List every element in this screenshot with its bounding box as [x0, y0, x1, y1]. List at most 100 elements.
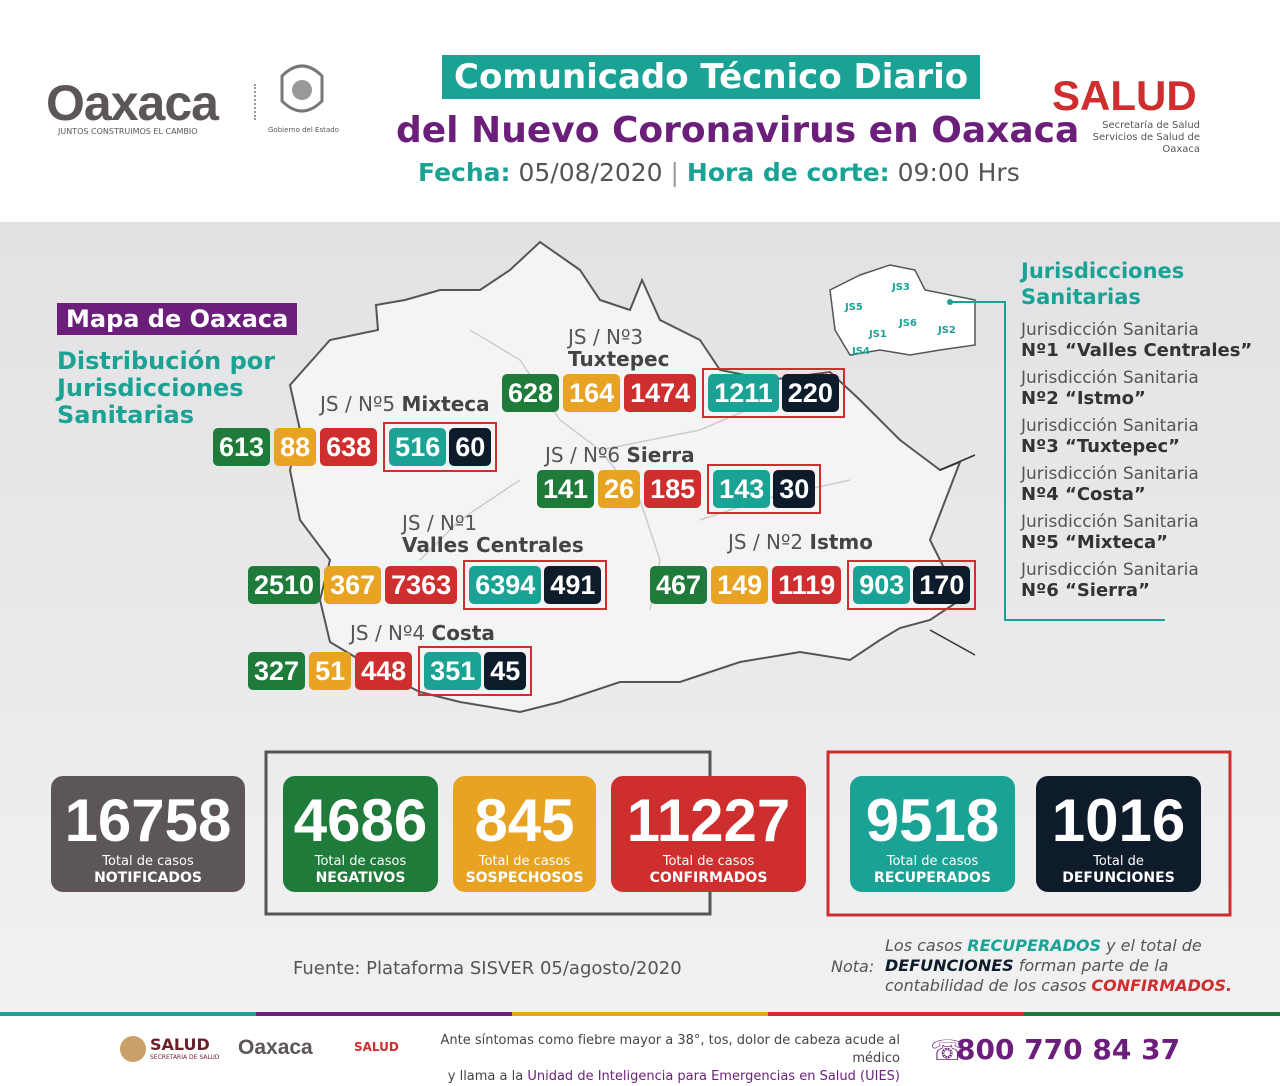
legend-item: Jurisdicción Sanitaria Nº2 “Istmo”: [1021, 368, 1252, 410]
jurisdiction-code: JS / Nº2: [728, 530, 804, 554]
outcome-box: 6394 491: [463, 560, 608, 610]
total-line1: Total de casos: [886, 854, 979, 869]
total-line2: CONFIRMADOS: [649, 870, 768, 886]
legend-line2: Nº3 “Tuxtepec”: [1021, 436, 1180, 457]
jurisdiction-code: JS / Nº6: [545, 443, 621, 467]
legend-line2: Nº1 “Valles Centrales”: [1021, 340, 1253, 361]
note-line: contabilidad de los casos CONFIRMADOS.: [885, 976, 1232, 996]
case-count: 467: [650, 566, 708, 604]
salud-sub1: Secretaría de Salud: [1102, 120, 1200, 131]
footer-stripe: [0, 1012, 1280, 1016]
note-emphasis: RECUPERADOS: [967, 936, 1102, 955]
jurisdiction-row: 613 88 638 516 60: [213, 422, 498, 472]
case-count: 51: [309, 652, 352, 690]
hora-label: Hora de corte:: [686, 158, 890, 187]
case-count: 1211: [708, 374, 779, 412]
case-count: 327: [248, 652, 306, 690]
fecha-label: Fecha:: [418, 158, 511, 187]
jurisdiction-label: JS / Nº3 Tuxtepec: [568, 326, 669, 370]
legend-item: Jurisdicción Sanitaria Nº4 “Costa”: [1021, 464, 1252, 506]
total-line2: SOSPECHOSOS: [465, 870, 584, 886]
jurisdiction-row: 327 51 448 351 45: [248, 646, 533, 696]
total-line1: Total de casos: [662, 854, 755, 869]
case-count: 45: [484, 652, 527, 690]
jurisdiction-name: Valles Centrales: [402, 533, 584, 557]
total-value: 16758: [64, 787, 232, 854]
jurisdiction-row: 141 26 185 143 30: [537, 464, 822, 514]
note-emphasis: DEFUNCIONES: [885, 956, 1014, 975]
date-line: Fecha: 05/08/2020 | Hora de corte: 09:00…: [418, 158, 1020, 187]
note: Los casos RECUPERADOS y el total de DEFUN…: [885, 936, 1232, 996]
outcome-box: 351 45: [418, 646, 533, 696]
fecha: 05/08/2020: [518, 158, 663, 187]
footer-uies: Unidad de Inteligencia para Emergencias …: [527, 1069, 900, 1084]
total-line1: Total de: [1093, 854, 1144, 869]
hora: 09:00 Hrs: [897, 158, 1020, 187]
total-card: 11227 Total de casos CONFIRMADOS: [611, 776, 806, 892]
total-card: 4686 Total de casos NEGATIVOS: [283, 776, 438, 892]
total-line2: RECUPERADOS: [873, 870, 992, 886]
case-count: 26: [598, 470, 641, 508]
legend-line2: Nº6 “Sierra”: [1021, 580, 1150, 601]
legend-line1: Jurisdicción Sanitaria: [1021, 416, 1199, 436]
case-count: 6394: [469, 566, 542, 604]
logo-text: Oaxaca: [46, 75, 219, 131]
total-line1: Total de casos: [478, 854, 571, 869]
phone: 800 770 84 37: [956, 1033, 1181, 1066]
note-text: contabilidad de los casos: [885, 976, 1092, 995]
case-count: 1119: [772, 566, 842, 604]
map-subtitle: Distribución por Jurisdicciones Sanitari…: [57, 348, 275, 429]
footer-salud: SALUD: [150, 1035, 210, 1054]
map-label: Mapa de Oaxaca: [57, 303, 298, 335]
salud-sub2: Servicios de Salud de Oaxaca: [1092, 132, 1200, 155]
jurisdiction-label: JS / Nº4 Costa: [350, 622, 495, 644]
mini-map-label: JS4: [852, 346, 870, 357]
legend-title-line: Sanitarias: [1021, 285, 1141, 309]
jurisdiction-row: 467 149 1119 903 170: [650, 560, 977, 610]
jurisdiction-code: JS / Nº1: [402, 511, 478, 535]
legend-item: Jurisdicción Sanitaria Nº1 “Valles Centra…: [1021, 320, 1252, 362]
jurisdiction-code: JS / Nº5: [320, 392, 396, 416]
case-count: 30: [773, 470, 816, 508]
note-text: y el total de: [1101, 936, 1202, 955]
footer-message-line2: y llama a la Unidad de Inteligencia para…: [420, 1068, 900, 1086]
jurisdiction-row: 628 164 1474 1211 220: [502, 368, 845, 418]
legend-title: Jurisdicciones Sanitarias: [1021, 258, 1184, 310]
note-line: DEFUNCIONES forman parte de la: [885, 956, 1232, 976]
case-count: 164: [563, 374, 621, 412]
jurisdiction-name: Istmo: [809, 530, 874, 554]
mini-map-label: JS2: [938, 325, 956, 336]
case-count: 903: [853, 566, 911, 604]
note-text: Los casos: [885, 936, 968, 955]
case-count: 516: [389, 428, 447, 466]
legend-title-line: Jurisdicciones: [1021, 259, 1185, 283]
case-count: 7363: [385, 566, 458, 604]
mini-map-label: JS1: [869, 329, 887, 340]
footer-emblem: [120, 1036, 146, 1062]
outcome-box: 143 30: [707, 464, 822, 514]
case-count: 88: [274, 428, 317, 466]
case-count: 2510: [248, 566, 321, 604]
case-count: 60: [449, 428, 492, 466]
total-value: 9518: [865, 787, 1000, 854]
jurisdiction-label: JS / Nº1 Valles Centrales: [402, 512, 584, 556]
case-count: 367: [324, 566, 382, 604]
case-count: 491: [544, 566, 602, 604]
case-count: 149: [711, 566, 769, 604]
jurisdiction-code: JS / Nº3: [568, 325, 644, 349]
legend-item: Jurisdicción Sanitaria Nº3 “Tuxtepec”: [1021, 416, 1252, 458]
map-borders: [419, 329, 851, 611]
total-card: 845 Total de casos SOSPECHOSOS: [453, 776, 596, 892]
footer-message: Ante síntomas como fiebre mayor a 38°, t…: [420, 1032, 900, 1086]
jurisdiction-name: Costa: [431, 621, 495, 645]
title-line2: del Nuevo Coronavirus en Oaxaca: [396, 110, 1080, 151]
logo-tagline: JUNTOS CONSTRUIMOS EL CAMBIO: [58, 127, 198, 136]
footer-message-line: Ante síntomas como fiebre mayor a 38°, t…: [440, 1033, 900, 1066]
footer-salud-sub: SECRETARÍA DE SALUD: [150, 1054, 220, 1061]
total-value: 845: [474, 787, 575, 854]
mini-map: [829, 264, 976, 356]
note-emphasis: CONFIRMADOS.: [1091, 976, 1233, 995]
total-value: 4686: [293, 787, 428, 854]
jurisdiction-name: Tuxtepec: [568, 347, 670, 371]
total-value: 1016: [1051, 787, 1186, 854]
